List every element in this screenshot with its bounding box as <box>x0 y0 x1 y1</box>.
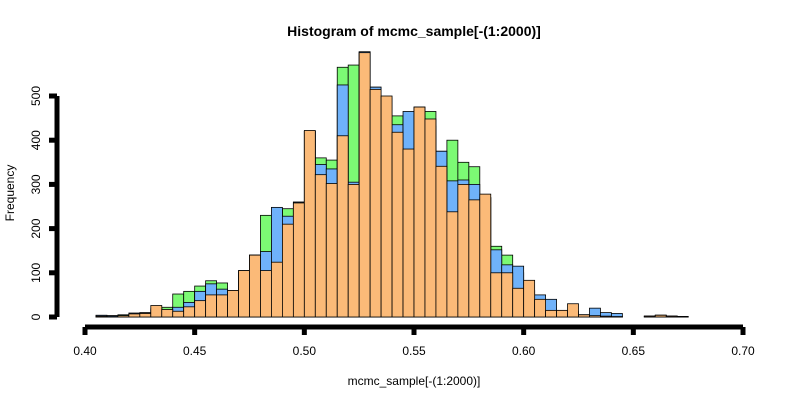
y-tick-label: 400 <box>29 130 43 150</box>
histogram-bar <box>281 223 294 318</box>
x-tick-label: 0.70 <box>731 344 755 358</box>
histogram-bar <box>413 106 426 318</box>
histogram-bar <box>380 95 393 318</box>
x-axis: 0.40 0.45 0.50 0.55 0.60 0.65 0.70 <box>73 324 755 358</box>
histogram-bar <box>194 300 207 318</box>
histogram-bar <box>446 211 459 318</box>
histogram-bar <box>402 148 415 318</box>
y-tick-label: 200 <box>29 218 43 238</box>
histogram-bar <box>358 52 371 318</box>
histogram-bar <box>95 315 108 318</box>
histogram-bar <box>205 294 218 318</box>
histogram-bar <box>161 309 174 318</box>
histogram-bar <box>567 303 579 318</box>
histogram-bar <box>523 279 536 318</box>
histogram-bar <box>654 314 667 318</box>
histogram-bar <box>369 88 382 318</box>
x-tick-label: 0.40 <box>73 344 97 358</box>
histogram-bar <box>117 315 130 318</box>
histogram-bar <box>578 314 590 318</box>
y-tick-label: 100 <box>29 262 43 282</box>
histogram-bar <box>665 315 678 318</box>
histogram-bar <box>468 199 481 318</box>
chart-title: Histogram of mcmc_sample[-(1:2000)] <box>287 23 541 39</box>
histogram-bar <box>249 254 261 318</box>
histogram-bar <box>490 272 503 318</box>
x-tick-label: 0.50 <box>293 344 317 358</box>
x-tick-label: 0.45 <box>183 344 207 358</box>
histogram-bar <box>545 309 557 318</box>
histogram-bar <box>303 130 316 318</box>
histogram-bar <box>139 313 152 318</box>
histogram-bar <box>347 183 360 318</box>
histogram-bar <box>534 298 547 318</box>
histogram-bar <box>150 305 163 318</box>
x-tick-label: 0.60 <box>512 344 536 358</box>
histogram-bar <box>336 135 349 318</box>
histogram-bar <box>479 193 492 318</box>
histogram-bar <box>172 310 185 318</box>
histogram-bar <box>271 261 283 318</box>
histogram-bar <box>391 131 404 318</box>
histogram-bar <box>260 270 272 318</box>
histogram-bar <box>512 287 525 318</box>
y-tick-label: 0 <box>29 313 43 320</box>
x-tick-label: 0.55 <box>402 344 426 358</box>
histogram-bar <box>227 290 239 318</box>
histogram-bar <box>643 315 656 318</box>
histogram-bar <box>183 306 196 318</box>
histogram-bar <box>600 315 612 318</box>
histogram-bar <box>216 294 228 318</box>
histogram-bar <box>424 118 437 318</box>
y-tick-label: 500 <box>29 86 43 106</box>
histogram-bar <box>128 313 141 318</box>
histogram-bar <box>556 309 568 318</box>
histogram-bar <box>238 270 250 318</box>
histogram-bar <box>589 315 601 318</box>
y-tick-label: 300 <box>29 174 43 194</box>
histogram-bar <box>314 174 327 318</box>
x-tick-label: 0.65 <box>622 344 646 358</box>
x-axis-label: mcmc_sample[-(1:2000)] <box>348 374 481 388</box>
bars-group <box>95 51 689 318</box>
histogram-bar <box>435 165 448 318</box>
histogram-bar <box>292 202 305 318</box>
histogram-bar <box>325 183 338 318</box>
y-axis-label: Frequency <box>3 165 17 222</box>
histogram-bar <box>457 183 470 318</box>
y-axis: 0 100 200 300 400 500 <box>29 86 60 320</box>
histogram-bar <box>501 272 514 318</box>
